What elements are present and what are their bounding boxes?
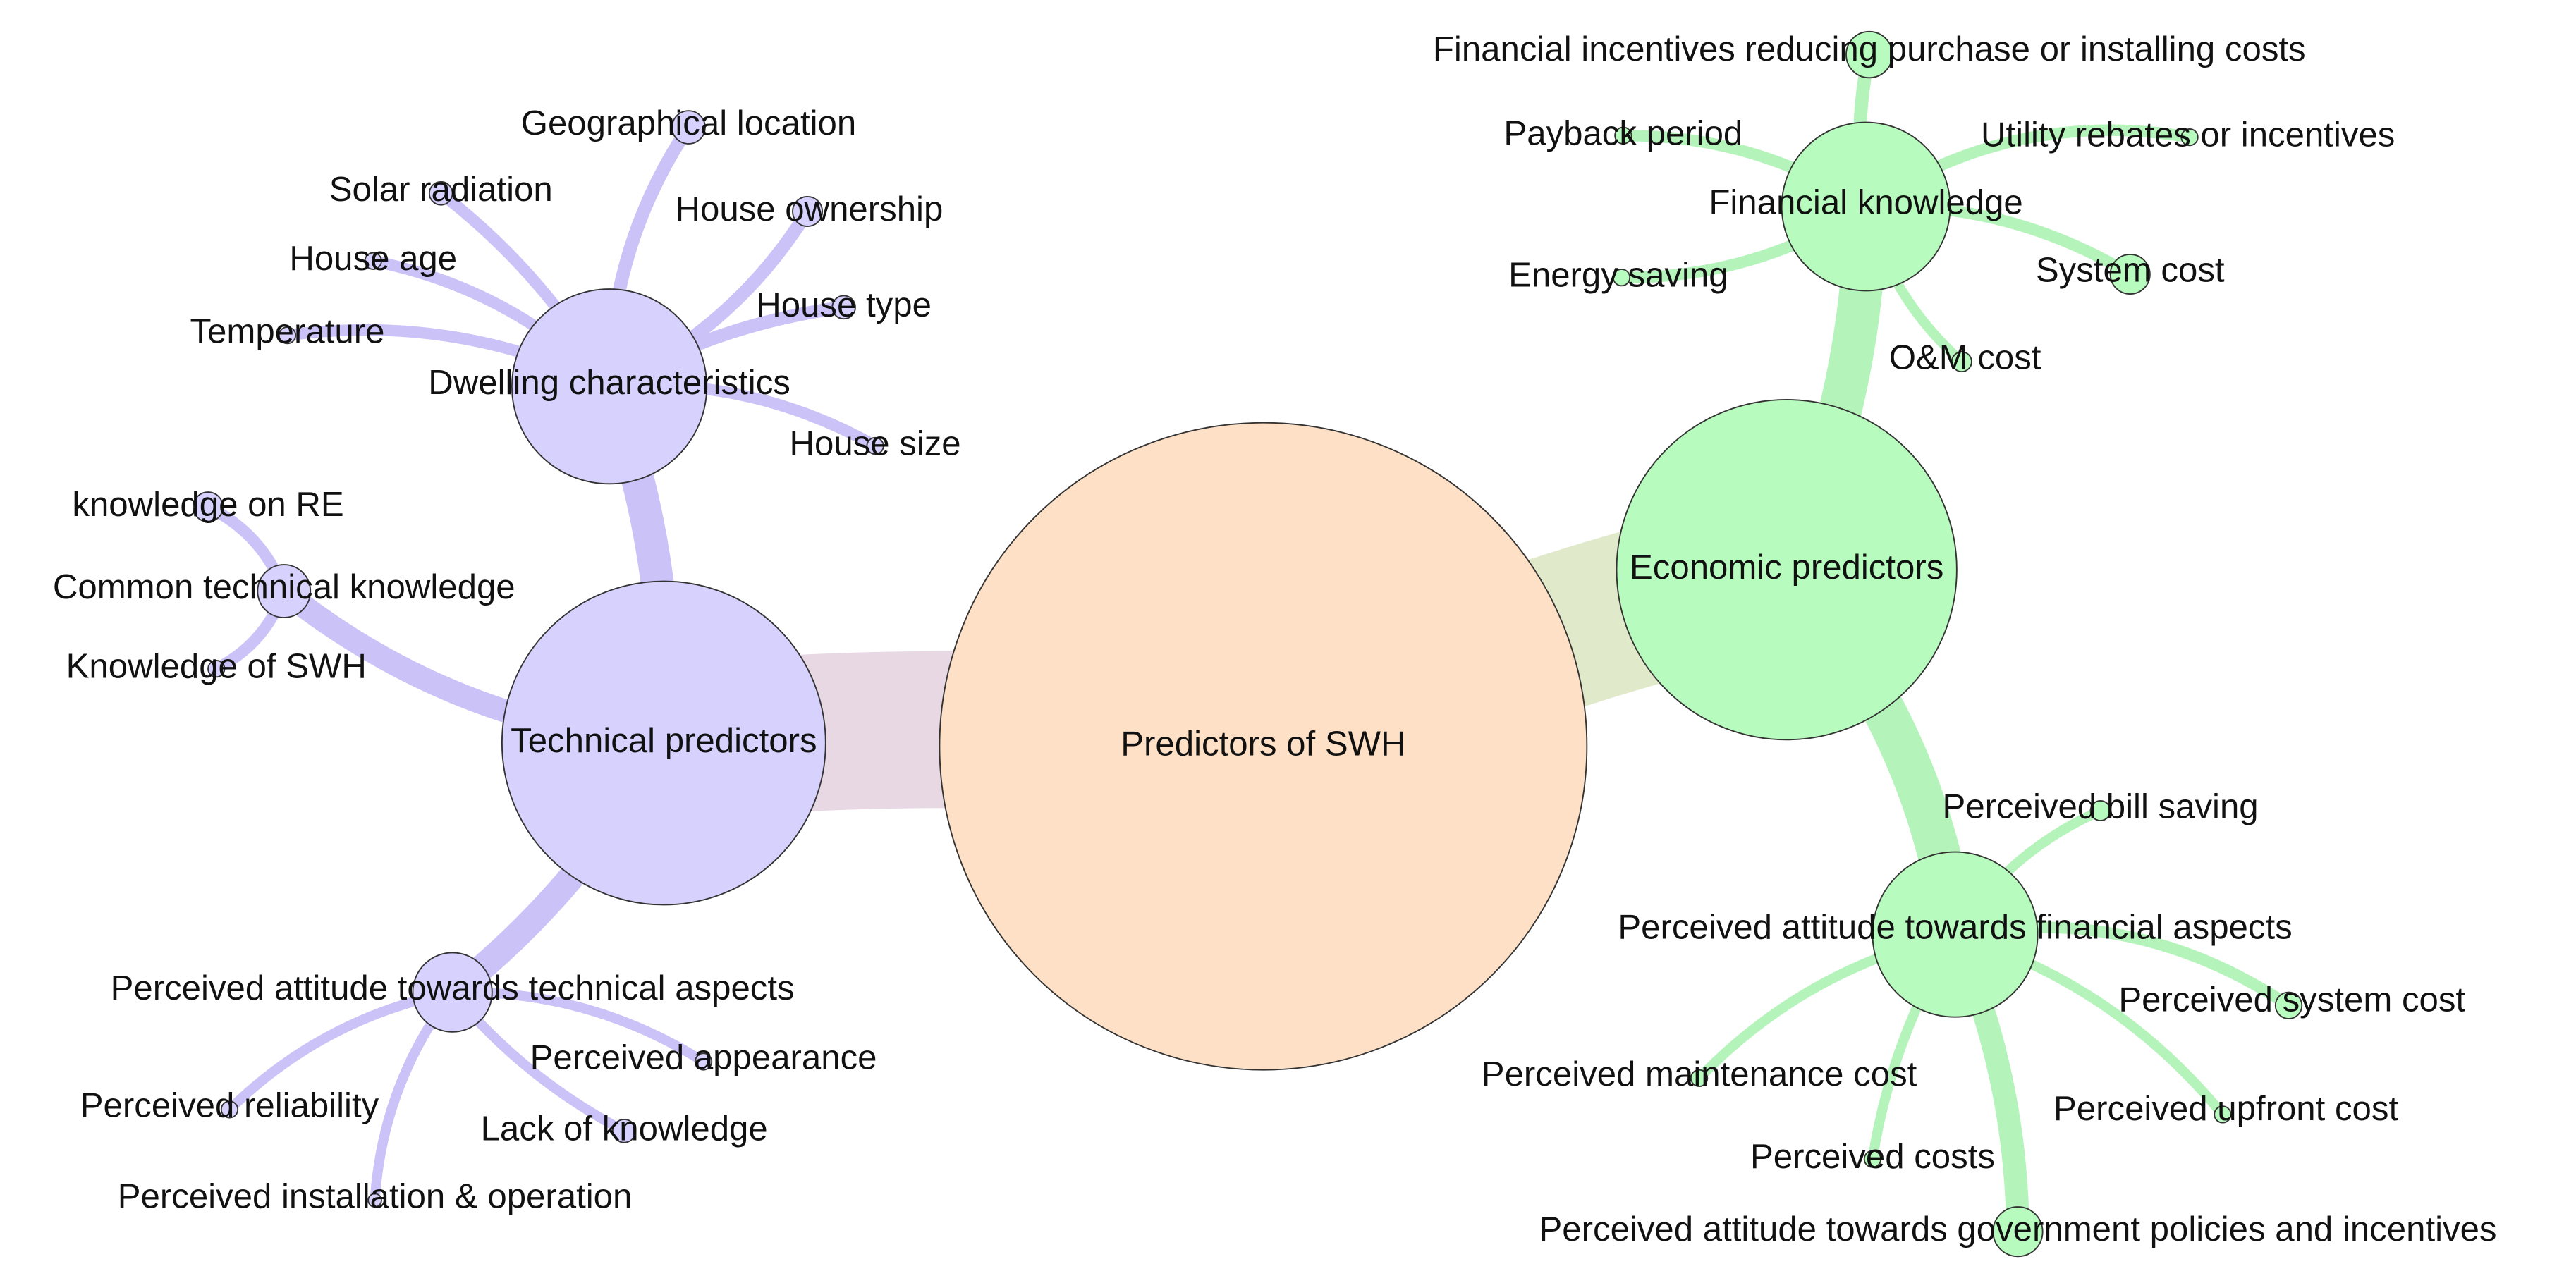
node-circle [193,491,224,523]
node-label: Perceived appearance [530,1038,877,1077]
node-label: House type [756,286,932,324]
labels: Predictors of SWH Technical predictors Eco… [53,30,2497,1248]
node-label: Temperature [190,312,384,350]
node-circle [866,436,884,455]
node-circle [1616,399,1958,741]
node-circle [2180,128,2199,147]
node-label: Knowledge of SWH [66,647,367,686]
node-circle [367,1193,382,1208]
node-label: Financial knowledge [1709,183,2022,222]
node-label: Perceived installation & operation [118,1177,633,1215]
node-label: Dwelling characteristics [428,363,790,402]
node-circle [1872,851,2039,1018]
node-label: Perceived reliability [80,1086,379,1125]
node-circle [694,1052,713,1071]
node-circle [1845,30,1893,79]
node-label: Perceived attitude towards government po… [1539,1210,2497,1248]
node-label: Perceived bill saving [1943,787,2259,826]
node-label: System cost [2036,251,2225,290]
node-label: Geographical location [521,104,856,142]
node-label: House size [789,424,960,462]
node-circle [611,1118,637,1143]
node-label: Utility rebates or incentives [1981,116,2395,154]
node-circle [1781,121,1951,292]
node-circle [939,422,1588,1071]
node-circle [207,659,226,678]
node-label: Energy saving [1508,256,1728,295]
node-label: Perceived attitude towards technical asp… [111,969,795,1007]
node-label: Economic predictors [1630,548,1943,587]
node-circle [1992,1206,2044,1258]
nodes [193,30,2303,1258]
node-circle [278,326,297,345]
node-circle [2214,1105,2232,1124]
node-circle [220,1100,239,1119]
node-label: Perceived attitude towards financial asp… [1618,908,2292,947]
node-label: House age [289,239,457,278]
node-circle [671,110,706,145]
node-circle [1612,269,1631,287]
node-circle [1863,1150,1882,1168]
node-circle [364,252,382,270]
node-circle [831,295,856,320]
node-circle [792,195,824,228]
node-label: House ownership [676,190,944,228]
node-circle [1690,1069,1709,1088]
node-label: Common technical knowledge [53,567,515,606]
node-label: Predictors of SWH [1121,725,1405,763]
node-circle [501,580,826,906]
node-label: Perceived costs [1750,1137,1995,1176]
node-label: Payback period [1503,113,1742,152]
node-label: O&M cost [1889,338,2041,377]
node-circle [412,952,493,1033]
node-circle [2109,253,2151,295]
node-label: Perceived maintenance cost [1482,1055,1917,1093]
node-circle [2089,800,2111,822]
node-label: Perceived system cost [2118,981,2465,1019]
node-circle [257,564,312,618]
node-circle [1951,351,1972,373]
node-circle [1614,126,1632,145]
node-label: Lack of knowledge [481,1109,768,1148]
node-label: knowledge on RE [72,485,343,524]
node-label: Financial incentives reducing purchase o… [1433,30,2306,68]
node-circle [511,288,708,485]
node-label: Technical predictors [511,721,817,760]
node-label: Solar radiation [329,170,553,209]
node-circle [428,180,453,206]
node-label: Perceived upfront cost [2053,1089,2398,1128]
node-circle [2274,991,2303,1020]
